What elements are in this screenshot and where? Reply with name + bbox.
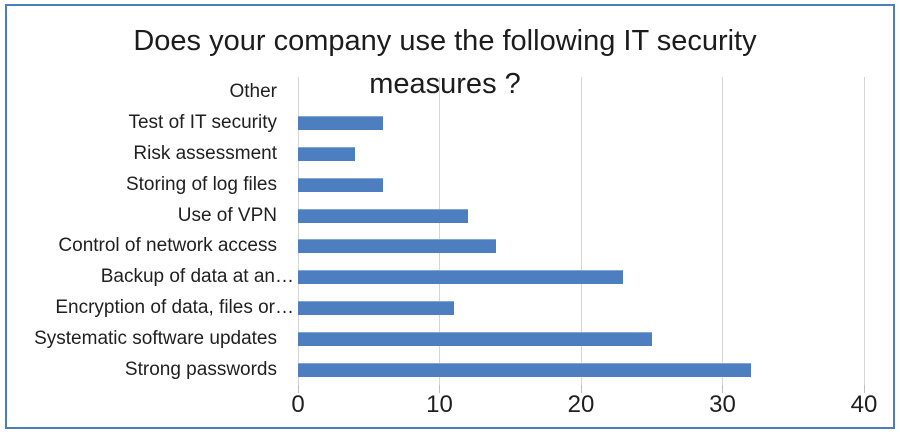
category-label: Storing of log files — [125, 173, 277, 195]
category-label: Control of network access — [58, 235, 277, 257]
plot-area: 0 10 20 30 40 — [291, 77, 877, 418]
bar-row — [298, 354, 864, 385]
bar — [298, 116, 383, 131]
bar-row — [298, 231, 864, 262]
bar-row — [298, 293, 864, 324]
bar — [298, 177, 383, 192]
gridline-x-10 — [439, 77, 440, 385]
x-tick-label-10: 10 — [426, 391, 453, 418]
chart-title-line-1: Does your company use the following IT s… — [133, 25, 757, 57]
x-axis-tick-0 — [297, 385, 299, 393]
gridline-x-40 — [863, 77, 865, 385]
bar — [298, 331, 652, 346]
bar-row — [298, 108, 864, 139]
bar-row — [298, 262, 864, 293]
bar-row — [298, 169, 864, 200]
gridline-x-30 — [722, 77, 723, 385]
gridline-x-0 — [297, 77, 299, 385]
x-tick-label-20: 20 — [567, 391, 595, 418]
bar — [298, 300, 454, 315]
x-tick-label-30: 30 — [709, 391, 736, 418]
bar — [298, 239, 497, 254]
category-label: Risk assessment — [133, 142, 277, 164]
x-axis-tick-10 — [439, 385, 440, 393]
bar — [298, 146, 355, 161]
bar-row — [298, 139, 864, 170]
category-label: Test of IT security — [128, 112, 277, 134]
x-tick-label-0: 0 — [291, 391, 305, 418]
category-label: Systematic software updates — [34, 327, 277, 349]
chart-title: Does your company use the following IT s… — [0, 20, 890, 106]
category-label: Strong passwords — [124, 358, 277, 380]
chart-title-line-2: measures ? — [369, 68, 521, 100]
x-axis-tick-40 — [863, 385, 865, 393]
bar-row — [298, 323, 864, 354]
x-tick-label-40: 40 — [850, 391, 878, 418]
x-axis-tick-20 — [580, 385, 582, 393]
bar — [298, 270, 624, 285]
category-label: Use of VPN — [177, 204, 277, 226]
x-axis-tick-30 — [722, 385, 723, 393]
gridline-x-20 — [580, 77, 582, 385]
category-axis: Other Test of IT security Risk assessment S… — [0, 77, 298, 385]
category-label: Other — [229, 81, 277, 103]
bar — [298, 362, 751, 377]
bar-row — [298, 200, 864, 231]
category-label: Encryption of data, files or… — [55, 296, 294, 318]
category-label: Backup of data at an… — [100, 266, 294, 288]
bar — [298, 208, 468, 223]
